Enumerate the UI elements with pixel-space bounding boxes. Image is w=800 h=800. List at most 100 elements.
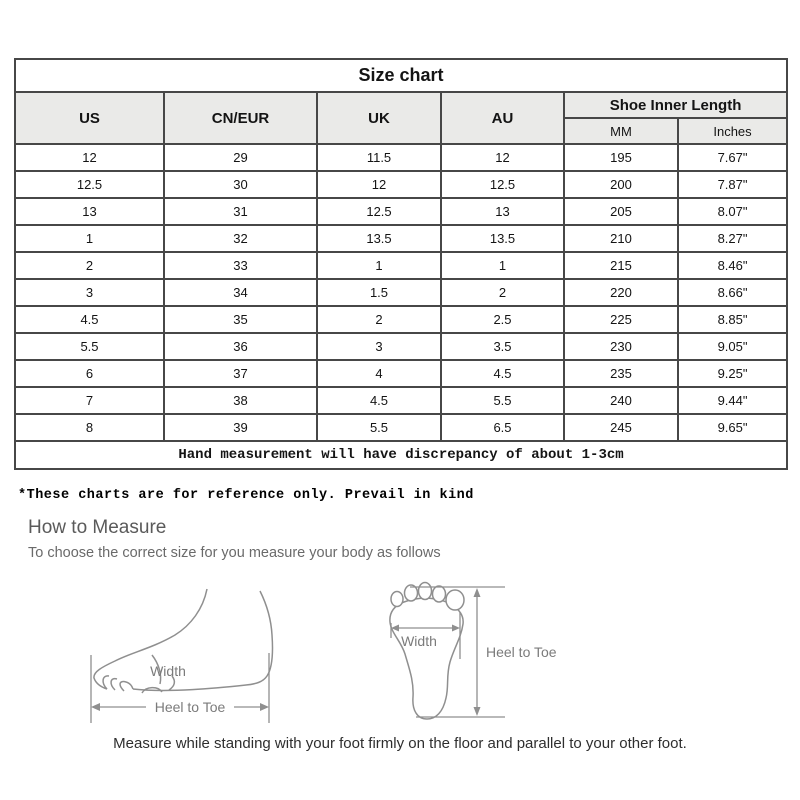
size-row: 2 33 1 1 215 8.46" [14, 251, 789, 280]
size-cell: 3 [14, 278, 165, 307]
size-cell: 32 [163, 224, 318, 253]
size-cell: 39 [163, 413, 318, 442]
foot-top-view-icon: Width Heel to Toe [389, 581, 557, 720]
size-row: 8 39 5.5 6.5 245 9.65" [14, 413, 789, 442]
size-cell: 12 [440, 143, 565, 172]
size-row: 13 31 12.5 13 205 8.07" [14, 197, 789, 226]
size-cell: 13 [440, 197, 565, 226]
size-cell: 3 [316, 332, 442, 361]
col-header-uk: UK [316, 91, 442, 145]
size-cell: 205 [563, 197, 679, 226]
col-header-cn-eur: CN/EUR [163, 91, 318, 145]
size-cell: 240 [563, 386, 679, 415]
arrow-left-icon [391, 624, 399, 632]
arrow-right-icon [260, 703, 269, 711]
size-cell: 245 [563, 413, 679, 442]
top-heel-to-toe-label: Heel to Toe [486, 644, 557, 660]
size-cell: 5.5 [316, 413, 442, 442]
size-cell: 13.5 [440, 224, 565, 253]
foot-side-view-icon: Width Heel to Toe [90, 588, 274, 723]
size-row: 12 29 11.5 12 195 7.67" [14, 143, 789, 172]
size-cell: 195 [563, 143, 679, 172]
size-row: 12.5 30 12 12.5 200 7.87" [14, 170, 789, 199]
size-cell: 5.5 [440, 386, 565, 415]
size-row: 5.5 36 3 3.5 230 9.05" [14, 332, 789, 361]
reference-note: *These charts are for reference only. Pr… [18, 488, 474, 503]
size-cell: 9.25" [676, 359, 789, 388]
table-subheader-row: MM Inches [15, 117, 789, 145]
size-cell: 4.5 [316, 386, 442, 415]
size-row: 3 34 1.5 2 220 8.66" [14, 278, 789, 307]
size-chart-table: Size chart US CN/EUR UK AU Shoe Inner Le… [13, 58, 789, 470]
size-cell: 210 [563, 224, 679, 253]
size-cell: 200 [563, 170, 679, 199]
size-cell: 1.5 [316, 278, 442, 307]
size-cell: 7.87" [676, 170, 789, 199]
size-cell: 2 [316, 305, 442, 334]
size-cell: 4.5 [14, 305, 165, 334]
size-table-body: 12 29 11.5 12 195 7.67" 12.5 30 12 12.5 200 7.87" 13… [14, 143, 789, 442]
size-cell: 13 [14, 197, 165, 226]
size-row: 1 32 13.5 13.5 210 8.27" [14, 224, 789, 253]
big-toe-icon [445, 589, 465, 611]
size-cell: 12.5 [316, 197, 442, 226]
arrow-down-icon [473, 707, 481, 716]
size-cell: 38 [163, 386, 318, 415]
side-width-label: Width [150, 663, 186, 679]
size-cell: 8.66" [676, 278, 789, 307]
size-cell: 37 [163, 359, 318, 388]
arrow-left-icon [91, 703, 100, 711]
foot-top-view-diagram: Width Heel to Toe [380, 580, 590, 735]
table-footer-note: Hand measurement will have discrepancy o… [13, 440, 789, 470]
size-cell: 1 [440, 251, 565, 280]
size-cell: 8 [14, 413, 165, 442]
size-row: 4.5 35 2 2.5 225 8.85" [14, 305, 789, 334]
size-cell: 9.44" [676, 386, 789, 415]
size-cell: 6.5 [440, 413, 565, 442]
how-to-measure-subheading: To choose the correct size for you measu… [28, 545, 441, 561]
size-cell: 35 [163, 305, 318, 334]
toe-icon [390, 590, 404, 608]
col-header-inches: Inches [676, 117, 789, 145]
table-header-row: US CN/EUR UK AU Shoe Inner Length [14, 91, 789, 145]
size-cell: 12 [316, 170, 442, 199]
col-header-inner-length: Shoe Inner Length [562, 91, 789, 119]
table-footer-row: Hand measurement will have discrepancy o… [13, 440, 789, 470]
col-header-us: US [14, 91, 165, 145]
size-cell: 4.5 [440, 359, 565, 388]
size-cell: 7 [14, 386, 165, 415]
size-cell: 220 [563, 278, 679, 307]
size-cell: 9.05" [676, 332, 789, 361]
size-cell: 29 [163, 143, 318, 172]
col-header-au: AU [440, 91, 565, 145]
size-cell: 2 [14, 251, 165, 280]
size-row: 7 38 4.5 5.5 240 9.44" [14, 386, 789, 415]
size-cell: 3.5 [440, 332, 565, 361]
measure-caption: Measure while standing with your foot fi… [113, 735, 687, 752]
size-cell: 34 [163, 278, 318, 307]
size-cell: 1 [316, 251, 442, 280]
table-title: Size chart [13, 58, 789, 93]
size-cell: 8.07" [676, 197, 789, 226]
size-cell: 12 [14, 143, 165, 172]
top-width-label: Width [401, 633, 437, 649]
size-cell: 2 [440, 278, 565, 307]
table-title-row: Size chart [13, 58, 789, 93]
size-cell: 1 [14, 224, 165, 253]
size-cell: 33 [163, 251, 318, 280]
size-row: 6 37 4 4.5 235 9.25" [14, 359, 789, 388]
how-to-measure-heading: How to Measure [28, 517, 167, 538]
size-cell: 12.5 [14, 170, 165, 199]
size-cell: 30 [163, 170, 318, 199]
size-cell: 215 [563, 251, 679, 280]
arrow-up-icon [473, 588, 481, 597]
size-cell: 235 [563, 359, 679, 388]
size-cell: 31 [163, 197, 318, 226]
size-cell: 11.5 [316, 143, 442, 172]
size-cell: 4 [316, 359, 442, 388]
col-header-mm: MM [563, 117, 679, 145]
size-cell: 230 [563, 332, 679, 361]
size-cell: 12.5 [440, 170, 565, 199]
foot-side-view-diagram: Width Heel to Toe [88, 583, 328, 733]
